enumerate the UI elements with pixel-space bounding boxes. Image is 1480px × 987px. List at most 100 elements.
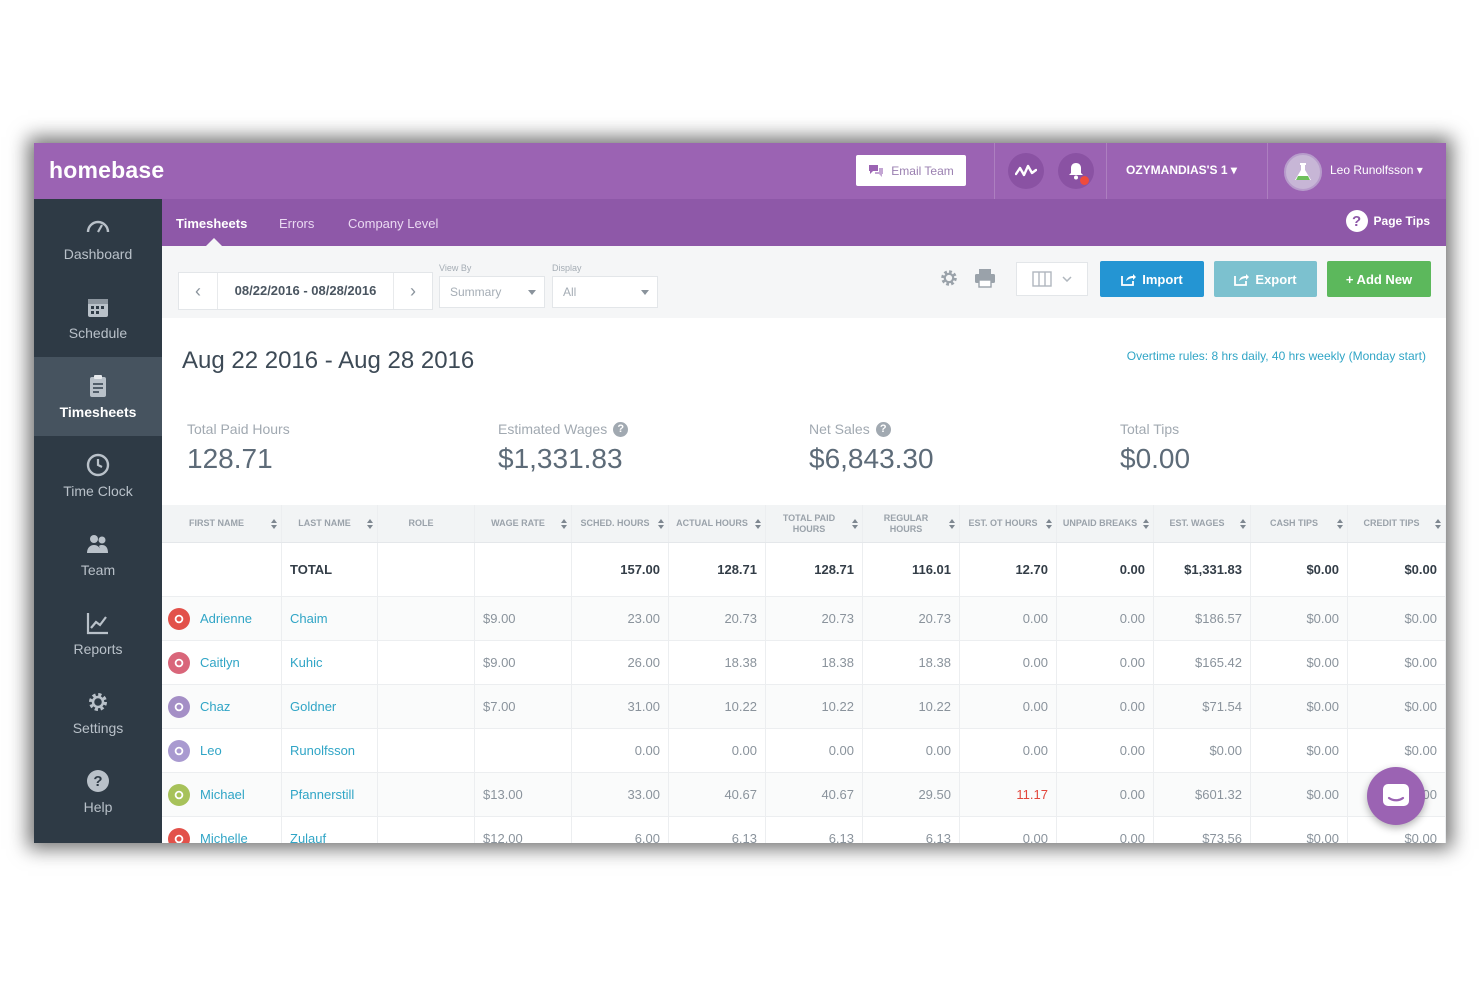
table-row[interactable]: Leo Runolfsson 0.00 0.00 0.00 0.00 0.00 0.00 $0.… — [162, 729, 1446, 773]
column-header[interactable]: SCHED. HOURS — [572, 505, 669, 542]
table-row[interactable]: Michelle Zulauf $12.00 6.00 6.13 6.13 6.13 0.00… — [162, 817, 1446, 843]
stat-label-text: Total Paid Hours — [187, 421, 290, 437]
cell-wage: $9.00 — [475, 597, 572, 640]
column-header[interactable]: FIRST NAME — [162, 505, 282, 542]
sort-icon[interactable] — [949, 519, 955, 529]
bell-icon — [1069, 163, 1083, 180]
column-header[interactable]: EST. OT HOURS — [960, 505, 1057, 542]
chat-launcher-button[interactable] — [1367, 767, 1425, 825]
sort-icon[interactable] — [271, 519, 277, 529]
column-header[interactable]: LAST NAME — [282, 505, 378, 542]
homebase-logo[interactable]: homebase — [49, 157, 165, 183]
stat-label: Total Tips — [1120, 421, 1190, 437]
notifications-button[interactable] — [1058, 153, 1094, 189]
view-by-select[interactable]: Summary — [439, 276, 545, 308]
table-row[interactable]: Chaz Goldner $7.00 31.00 10.22 10.22 10.22 0.00… — [162, 685, 1446, 729]
table-row[interactable]: Michael Pfannerstill $13.00 33.00 40.67 40.67… — [162, 773, 1446, 817]
column-header[interactable]: ACTUAL HOURS — [669, 505, 766, 542]
sort-icon[interactable] — [1143, 519, 1149, 529]
chevron-left-icon[interactable]: ‹ — [195, 280, 201, 301]
employee-last-name-link[interactable]: Kuhic — [290, 655, 323, 670]
employee-first-name-link[interactable]: Caitlyn — [200, 655, 240, 670]
column-header[interactable]: WAGE RATE — [475, 505, 572, 542]
sort-icon[interactable] — [367, 519, 373, 529]
cell-paid: 10.22 — [766, 685, 863, 728]
column-header[interactable]: ROLE — [378, 505, 475, 542]
employee-avatar[interactable] — [168, 739, 190, 762]
column-header[interactable]: CASH TIPS — [1251, 505, 1348, 542]
column-header[interactable]: CREDIT TIPS — [1348, 505, 1446, 542]
sidebar-item-reports[interactable]: Reports — [34, 594, 162, 673]
column-header[interactable]: UNPAID BREAKS — [1057, 505, 1154, 542]
total-empty-cell — [162, 543, 282, 596]
cell-cash: $0.00 — [1251, 817, 1348, 843]
overtime-rules-link[interactable]: Overtime rules: 8 hrs daily, 40 hrs week… — [1126, 349, 1426, 363]
sort-icon[interactable] — [1435, 519, 1441, 529]
sidebar-item-time-clock[interactable]: Time Clock — [34, 436, 162, 515]
columns-picker[interactable] — [1016, 262, 1088, 296]
sidebar-item-schedule[interactable]: Schedule — [34, 278, 162, 357]
export-button[interactable]: Export — [1214, 261, 1317, 297]
cell-wages: $186.57 — [1154, 597, 1251, 640]
date-range-text[interactable]: 08/22/2016 - 08/28/2016 — [217, 273, 394, 309]
cell-cash: $0.00 — [1251, 773, 1348, 816]
employee-first-name-link[interactable]: Leo — [200, 743, 222, 758]
sidebar-item-dashboard[interactable]: Dashboard — [34, 199, 162, 278]
column-header[interactable]: EST. WAGES — [1154, 505, 1251, 542]
help-icon[interactable]: ? — [613, 421, 629, 437]
sort-icon[interactable] — [755, 519, 761, 529]
print-icon[interactable] — [974, 268, 996, 288]
cell-paid: 0.00 — [766, 729, 863, 772]
tab-errors[interactable]: Errors — [279, 216, 315, 231]
column-header[interactable]: REGULAR HOURS — [863, 505, 960, 542]
stat-label: Total Paid Hours — [187, 421, 290, 437]
user-avatar[interactable] — [1284, 153, 1322, 191]
sidebar-item-team[interactable]: Team — [34, 515, 162, 594]
settings-gear-icon[interactable] — [939, 268, 959, 288]
cell-actual: 0.00 — [669, 729, 766, 772]
tab-timesheets[interactable]: Timesheets — [176, 216, 248, 231]
employee-last-name-link[interactable]: Zulauf — [290, 831, 327, 843]
cell-sched: 6.00 — [572, 817, 669, 843]
table-row[interactable]: Adrienne Chaim $9.00 23.00 20.73 20.73 20.73 0.… — [162, 597, 1446, 641]
employee-last-name-link[interactable]: Pfannerstill — [290, 787, 355, 802]
employee-first-name-link[interactable]: Michael — [200, 787, 245, 802]
column-header[interactable]: TOTAL PAID HOURS — [766, 505, 863, 542]
sidebar-item-help[interactable]: ? Help — [34, 752, 162, 831]
cell-ot: 0.00 — [960, 597, 1057, 640]
sort-icon[interactable] — [1046, 519, 1052, 529]
display-select[interactable]: All — [552, 276, 658, 308]
chevron-right-icon[interactable]: › — [410, 280, 416, 301]
sidebar-item-settings[interactable]: Settings — [34, 673, 162, 752]
tab-company-level[interactable]: Company Level — [348, 216, 439, 231]
employee-last-name-link[interactable]: Runolfsson — [290, 743, 356, 758]
sort-icon[interactable] — [561, 519, 567, 529]
sort-icon[interactable] — [1240, 519, 1246, 529]
employee-avatar[interactable] — [168, 651, 190, 674]
add-new-button[interactable]: + Add New — [1327, 261, 1431, 297]
sort-icon[interactable] — [852, 519, 858, 529]
location-dropdown[interactable]: OZYMANDIAS'S 1 ▾ — [1126, 163, 1237, 177]
cell-wages: $165.42 — [1154, 641, 1251, 684]
employee-first-name-link[interactable]: Michelle — [200, 831, 248, 843]
sidebar-item-timesheets[interactable]: Timesheets — [34, 357, 162, 436]
help-icon[interactable]: ? — [875, 421, 891, 437]
employee-avatar[interactable] — [168, 695, 190, 718]
employee-avatar[interactable] — [168, 607, 190, 630]
user-menu[interactable]: Leo Runolfsson ▾ — [1330, 163, 1423, 177]
employee-last-name-link[interactable]: Chaim — [290, 611, 328, 626]
question-icon: ? — [87, 770, 109, 792]
cell-paid: 6.13 — [766, 817, 863, 843]
employee-last-name-link[interactable]: Goldner — [290, 699, 337, 714]
page-tips-button[interactable]: ? Page Tips — [1345, 210, 1430, 232]
employee-avatar[interactable] — [168, 783, 190, 806]
employee-avatar[interactable] — [168, 827, 190, 843]
employee-first-name-link[interactable]: Adrienne — [200, 611, 253, 626]
import-button[interactable]: Import — [1100, 261, 1204, 297]
table-row[interactable]: Caitlyn Kuhic $9.00 26.00 18.38 18.38 18.38 0.0… — [162, 641, 1446, 685]
activity-button[interactable] — [1008, 153, 1044, 189]
sort-icon[interactable] — [1337, 519, 1343, 529]
email-team-button[interactable]: Email Team — [856, 155, 966, 186]
sort-icon[interactable] — [658, 519, 664, 529]
employee-first-name-link[interactable]: Chaz — [200, 699, 231, 714]
